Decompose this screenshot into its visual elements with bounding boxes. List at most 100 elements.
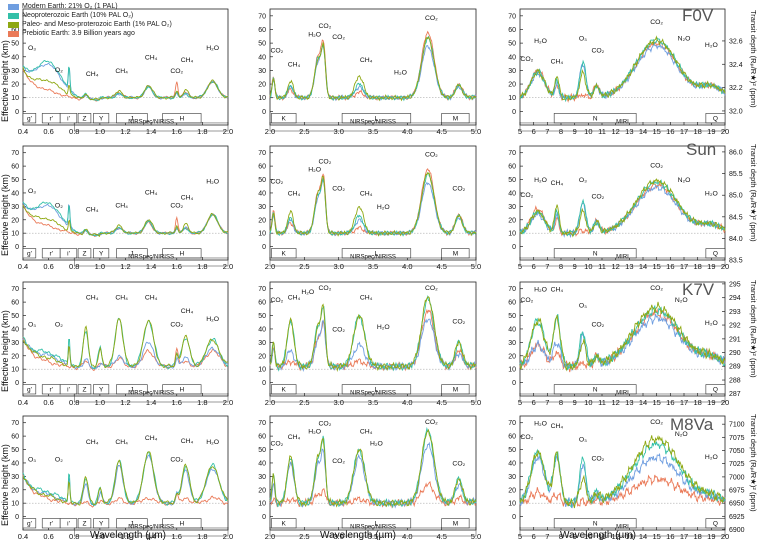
x-tick-label: 17 (680, 127, 688, 136)
instrument-range-box (519, 527, 726, 537)
x-tick-label: 3.5 (368, 398, 378, 407)
series-line-modern (269, 318, 477, 373)
filter-band-box (22, 113, 37, 124)
filter-band-label: i' (67, 387, 70, 394)
y-tick-label: 40 (11, 54, 19, 61)
x-tick-label: 0.8 (69, 398, 79, 407)
y-tick-label: 60 (11, 164, 19, 171)
series-line-neoproterozoic (22, 59, 229, 102)
molecule-annotation: CO₂ (319, 285, 332, 292)
molecule-annotation: CO₂ (170, 68, 183, 75)
y-tick-label: 50 (258, 41, 266, 48)
series-line-paleoproterozoic (269, 428, 477, 508)
y-tick-label: 50 (508, 313, 516, 320)
y-tick-label: 60 (11, 27, 19, 34)
x-tick-label: 16 (666, 398, 674, 407)
legend-swatch-neo (8, 12, 19, 19)
x-tick-label: 0.6 (43, 262, 53, 271)
molecule-annotation: CO₂ (520, 192, 533, 199)
x-tick-label: 13 (625, 127, 633, 136)
x-tick-label: 6 (532, 398, 536, 407)
x-axis-label-col-1: Wavelength (µm) (90, 530, 166, 541)
y-tick-label: 30 (11, 68, 19, 75)
y-tick-label: 30 (508, 474, 516, 481)
filter-band-label: Y (99, 116, 104, 123)
molecule-annotation: CH₄ (115, 203, 128, 210)
y-tick-label: 60 (508, 300, 516, 307)
molecule-annotation: CO₂ (319, 158, 332, 165)
molecule-annotation: CH₄ (181, 308, 194, 315)
instrument-label: NIRSpec/NIRISS (128, 391, 174, 397)
molecule-annotation: CH₄ (551, 286, 564, 293)
molecule-annotation: H₂O (534, 286, 547, 293)
instrument-range-box (74, 257, 229, 267)
molecule-annotation: CH₄ (115, 294, 128, 301)
filter-band-box (22, 248, 37, 259)
y2-tick-label: 295 (729, 281, 741, 288)
x-tick-label: 4.5 (436, 532, 446, 541)
y-tick-label: 60 (258, 434, 266, 441)
molecule-annotation: CO₂ (520, 56, 533, 63)
y-tick-label: 70 (258, 13, 266, 20)
instrument-range-box (519, 393, 726, 403)
x-tick-label: 9 (573, 398, 577, 407)
x-tick-label: 2.0 (265, 127, 275, 136)
y2-tick-label: 86.0 (729, 149, 743, 156)
molecule-annotation: CO₂ (319, 23, 332, 30)
y-tick-label: 0 (262, 514, 266, 521)
molecule-annotation: O₃ (28, 45, 36, 52)
filter-band-label: N (593, 521, 598, 528)
y-tick-label: 50 (11, 447, 19, 454)
x-tick-label: 20 (721, 398, 729, 407)
x-tick-label: 4.5 (436, 127, 446, 136)
y-tick-label: 20 (11, 487, 19, 494)
y-axis-label-row-2: Effective height (km) (0, 174, 10, 256)
series-line-modern (269, 45, 477, 102)
x-tick-label: 5 (518, 262, 522, 271)
molecule-annotation: CH₄ (181, 438, 194, 445)
panel-frame (269, 8, 477, 126)
series-line-paleoproterozoic (519, 301, 726, 372)
series-line-neoproterozoic (269, 172, 477, 237)
y-tick-label: 40 (508, 326, 516, 333)
x-tick-label: 11 (598, 398, 606, 407)
filter-band-label: K (282, 521, 287, 528)
y-tick-label: 60 (508, 27, 516, 34)
series-line-paleoproterozoic (22, 204, 229, 237)
y-tick-label: 0 (512, 244, 516, 251)
filter-band-label: Q (713, 387, 718, 394)
y2-axis-label-row-4: Transit depth (Rₚ/R★)² (ppm) (749, 414, 758, 512)
filter-band-label: M (453, 116, 458, 123)
molecule-annotation: H₂O (705, 42, 718, 49)
y-tick-label: 20 (508, 217, 516, 224)
instrument-label: MIRI (616, 120, 629, 126)
molecule-annotation: CH₄ (288, 294, 301, 301)
x-tick-label: 4.0 (402, 127, 412, 136)
panel-frame (269, 145, 477, 261)
filter-band-label: r' (49, 521, 52, 528)
x-tick-label: 0.6 (43, 532, 53, 541)
y-tick-label: 70 (11, 286, 19, 293)
molecule-annotation: CO₂ (425, 285, 438, 292)
x-tick-label: 2.5 (299, 262, 309, 271)
x-tick-label: 9 (573, 532, 577, 541)
legend: Modern Earth: 21% O₂ (1 PAL) Neoproteroz… (8, 2, 172, 38)
instrument-label: MIRI (616, 255, 629, 261)
y-tick-label: 50 (508, 447, 516, 454)
molecule-annotation: H₂O (206, 45, 219, 52)
filter-band-label: g' (27, 521, 32, 528)
y2-tick-label: 7100 (729, 422, 745, 429)
x-tick-label: 11 (598, 532, 606, 541)
instrument-range-box (74, 527, 229, 537)
series-line-paleoproterozoic (22, 66, 229, 101)
y-tick-label: 20 (508, 487, 516, 494)
x-tick-label: 3.0 (333, 262, 343, 271)
x-tick-label: 0.8 (69, 532, 79, 541)
series-line-prebiotic (269, 308, 477, 372)
x-tick-label: 5.0 (471, 127, 481, 136)
y-tick-label: 20 (258, 353, 266, 360)
molecule-annotation: CH₄ (86, 439, 99, 446)
series-line-paleoproterozoic (22, 318, 229, 369)
y-tick-label: 30 (11, 474, 19, 481)
series-line-modern (22, 454, 229, 506)
